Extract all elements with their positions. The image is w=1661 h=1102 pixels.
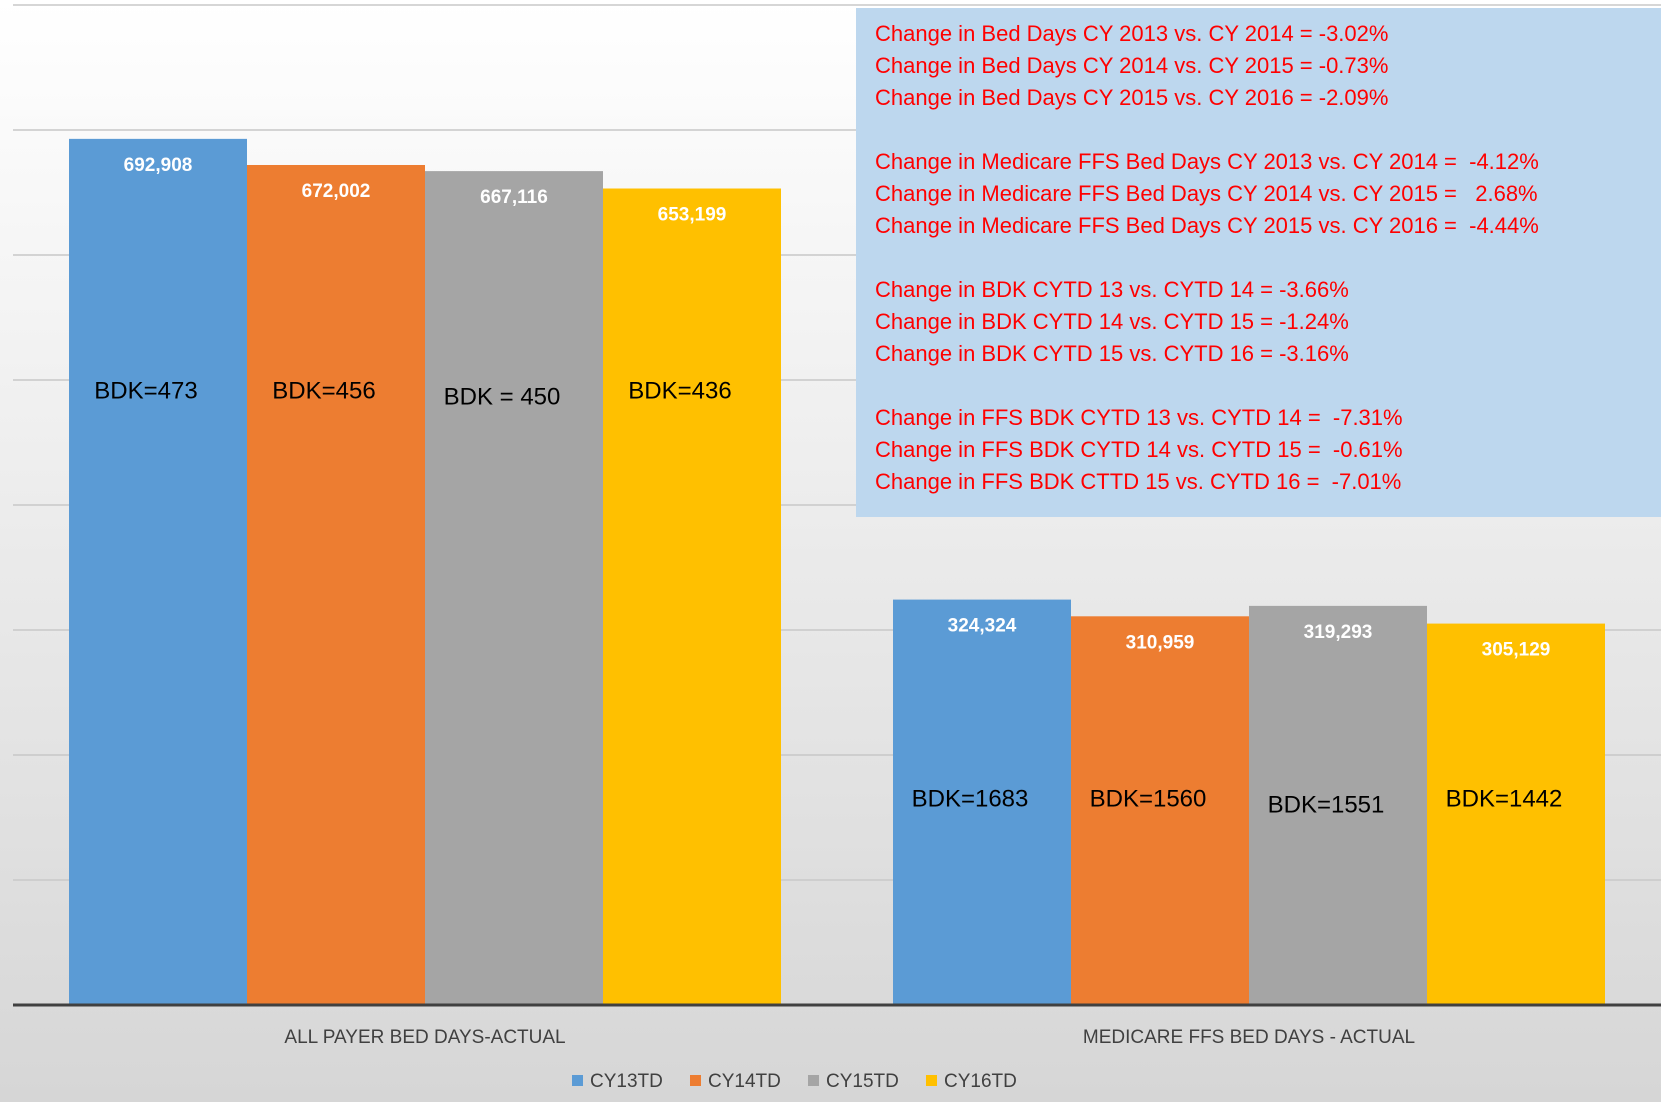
data-label: 319,293 <box>1304 622 1373 643</box>
note-line: Change in Medicare FFS Bed Days CY 2013 … <box>875 149 1539 174</box>
legend-swatch <box>926 1075 937 1086</box>
bar <box>69 138 247 1006</box>
bar <box>1071 616 1249 1005</box>
bdk-annotation: BDK = 450 <box>444 383 561 410</box>
bdk-annotation: BDK=1442 <box>1446 785 1563 812</box>
data-label: 653,199 <box>658 205 727 226</box>
note-line: Change in FFS BDK CYTD 13 vs. CYTD 14 = … <box>875 405 1403 430</box>
bar <box>1427 623 1605 1005</box>
legend-swatch <box>572 1075 583 1086</box>
data-label: 310,959 <box>1126 632 1195 653</box>
data-label: 667,116 <box>480 187 548 208</box>
bar <box>425 171 603 1006</box>
note-line: Change in Medicare FFS Bed Days CY 2014 … <box>875 181 1538 206</box>
bdk-annotation: BDK=1683 <box>912 785 1029 812</box>
note-line: Change in Bed Days CY 2014 vs. CY 2015 =… <box>875 53 1388 78</box>
note-line: Change in BDK CYTD 14 vs. CYTD 15 = -1.2… <box>875 309 1349 334</box>
bar <box>247 164 425 1005</box>
notes-box <box>856 8 1661 517</box>
data-label: 305,129 <box>1482 640 1551 661</box>
bar <box>893 599 1071 1005</box>
legend-swatch <box>808 1075 819 1086</box>
bdk-annotation: BDK=436 <box>628 377 731 404</box>
note-line: Change in Bed Days CY 2013 vs. CY 2014 =… <box>875 21 1388 46</box>
note-line: Change in Medicare FFS Bed Days CY 2015 … <box>875 213 1539 238</box>
bar <box>1249 605 1427 1005</box>
note-line: Change in FFS BDK CYTD 14 vs. CYTD 15 = … <box>875 437 1403 462</box>
legend-label: CY14TD <box>708 1071 781 1092</box>
bdk-annotation: BDK=1551 <box>1268 791 1385 818</box>
bdk-annotation: BDK=456 <box>272 377 375 404</box>
bdk-annotation: BDK=1560 <box>1090 785 1207 812</box>
note-line: Change in BDK CYTD 15 vs. CYTD 16 = -3.1… <box>875 341 1349 366</box>
legend-label: CY13TD <box>590 1071 663 1092</box>
legend-label: CY16TD <box>944 1071 1017 1092</box>
x-tick-label: ALL PAYER BED DAYS-ACTUAL <box>284 1027 565 1048</box>
legend-swatch <box>690 1075 701 1086</box>
x-tick-label: MEDICARE FFS BED DAYS - ACTUAL <box>1083 1027 1415 1048</box>
data-label: 692,908 <box>124 155 193 176</box>
data-label: 324,324 <box>948 616 1017 637</box>
bar <box>603 188 781 1006</box>
note-line: Change in BDK CYTD 13 vs. CYTD 14 = -3.6… <box>875 277 1349 302</box>
legend-label: CY15TD <box>826 1071 899 1092</box>
note-line: Change in Bed Days CY 2015 vs. CY 2016 =… <box>875 85 1388 110</box>
data-label: 672,002 <box>302 181 371 202</box>
note-line: Change in FFS BDK CTTD 15 vs. CYTD 16 = … <box>875 469 1401 494</box>
bdk-annotation: BDK=473 <box>94 377 197 404</box>
